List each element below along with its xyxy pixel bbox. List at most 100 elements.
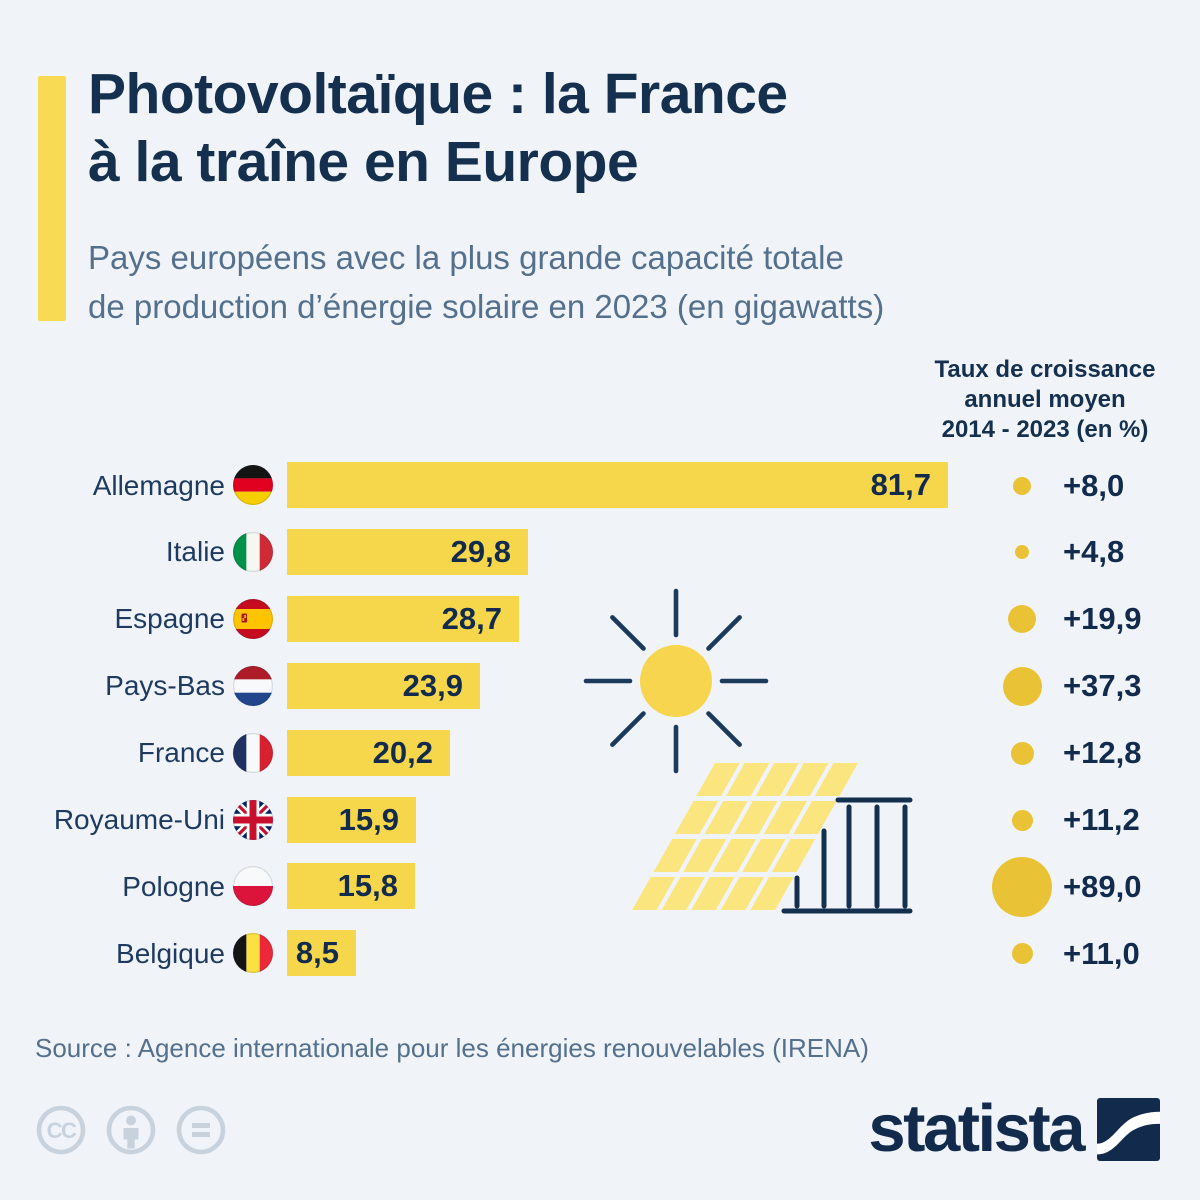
chart-row: Belgique 8,5 +11,0	[35, 920, 1165, 987]
capacity-bar: 28,7	[287, 595, 519, 642]
country-label: Royaume-Uni	[53, 804, 225, 835]
solar-panel-cell	[704, 801, 748, 834]
capacity-value: 8,5	[295, 935, 339, 971]
fr-flag-icon	[233, 732, 273, 773]
sun-rays	[583, 588, 769, 774]
statista-logo-mark-icon	[1097, 1097, 1160, 1161]
cc-by-icon	[106, 1105, 156, 1155]
chart-row: Allemagne 81,7 +8,0	[35, 452, 1165, 519]
growth-value: +8,0	[1063, 467, 1125, 503]
solar-panel-cell	[785, 763, 829, 796]
growth-dot-zone	[987, 586, 1057, 653]
growth-value: +11,0	[1063, 935, 1140, 971]
growth-dot-zone	[987, 452, 1057, 519]
growth-dot	[1002, 666, 1042, 706]
pl-flag-icon	[233, 866, 273, 907]
chart-rows: Allemagne 81,7 +8,0 Italie 29,8 +4,8 Espagne 28…	[35, 452, 1165, 989]
growth-header-line-3: 2014 - 2023 (en %)	[941, 416, 1149, 443]
chart-row: Pologne 15,8 +89,0	[35, 853, 1165, 920]
growth-value: +11,2	[1063, 802, 1140, 837]
chart-row: Italie 29,8 +4,8	[35, 519, 1165, 586]
growth-dot	[1011, 943, 1033, 965]
chart-row: Espagne 28,7 +19,9	[35, 586, 1165, 653]
growth-value: +37,3	[1063, 668, 1142, 704]
growth-dot	[1015, 545, 1029, 560]
growth-dot-zone	[987, 720, 1057, 787]
solar-panel-cell	[661, 877, 705, 910]
growth-value: +12,8	[1063, 735, 1142, 771]
cc-icon: CC	[36, 1105, 86, 1155]
growth-dot	[1011, 809, 1033, 831]
capacity-value: 23,9	[402, 667, 463, 703]
solar-panel-cell	[691, 877, 735, 910]
chart-row: France 20,2 +12,8	[35, 720, 1165, 787]
solar-panel-cell	[742, 839, 786, 872]
svg-text:CC: CC	[47, 1118, 77, 1143]
capacity-bar: 15,8	[287, 863, 415, 910]
sun-icon	[583, 588, 769, 774]
growth-dot-zone	[987, 787, 1057, 854]
capacity-bar: 29,8	[287, 528, 528, 575]
growth-dot-zone	[987, 519, 1057, 586]
country-label: Pologne	[122, 870, 225, 902]
es-flag-icon	[233, 598, 273, 639]
capacity-bar: 20,2	[287, 729, 450, 776]
country-label: Allemagne	[92, 469, 225, 501]
capacity-value: 29,8	[450, 533, 511, 569]
capacity-bar: 81,7	[287, 462, 948, 508]
title-line-1: Photovoltaïque : la France	[88, 62, 788, 126]
capacity-bar: 15,9	[287, 796, 416, 843]
growth-header-line-2: annuel moyen	[964, 386, 1126, 413]
title-accent-bar	[38, 76, 66, 321]
capacity-value: 15,8	[337, 868, 398, 904]
growth-dot-zone	[987, 653, 1057, 720]
solar-panel-cell	[712, 839, 756, 872]
growth-dot-zone	[987, 920, 1057, 987]
solar-panel-cell	[674, 801, 719, 834]
subtitle-line-1: Pays européens avec la plus grande capac…	[88, 239, 844, 276]
gb-flag-icon	[233, 799, 273, 840]
panel-stand-icon	[781, 797, 913, 914]
capacity-value: 28,7	[441, 600, 502, 636]
subtitle-line-2: de production d’énergie solaire en 2023 …	[88, 288, 885, 325]
statista-logo: statista	[868, 1094, 1160, 1164]
solar-panel-cell	[632, 877, 676, 910]
growth-value: +89,0	[1063, 868, 1142, 904]
de-flag-icon	[233, 465, 273, 505]
country-label: France	[137, 737, 225, 769]
country-label: Pays-Bas	[105, 670, 225, 702]
capacity-value: 15,9	[338, 801, 399, 837]
growth-dot-zone	[987, 853, 1057, 920]
growth-header-line-1: Taux de croissance	[934, 356, 1156, 383]
be-flag-icon	[233, 933, 273, 974]
capacity-bar: 8,5	[287, 930, 356, 977]
solar-panel-cell	[734, 801, 778, 834]
cc-nd-icon	[176, 1105, 226, 1155]
solar-panel-cell	[793, 801, 837, 834]
growth-dot	[1010, 741, 1034, 765]
page-title: Photovoltaïque : la France à la traîne e…	[88, 60, 788, 196]
solar-panel-cell	[683, 839, 727, 872]
chart-row: Royaume-Uni 15,9 +11,2	[35, 787, 1165, 854]
chart-row: Pays-Bas 23,9 +37,3	[35, 653, 1165, 720]
growth-dot	[1013, 476, 1031, 495]
growth-dot	[992, 856, 1052, 917]
solar-panel-cell	[653, 839, 697, 872]
growth-dot	[1008, 605, 1036, 634]
growth-value: +4,8	[1063, 534, 1125, 570]
solar-panel-cell	[696, 763, 740, 796]
solar-panel-cell	[814, 763, 859, 796]
country-label: Belgique	[116, 937, 225, 969]
solar-panel-cell	[720, 877, 765, 910]
solar-panel-icon	[632, 763, 859, 910]
solar-panel-cell	[771, 839, 816, 872]
it-flag-icon	[233, 531, 273, 572]
country-label: Italie	[165, 536, 225, 568]
solar-illustration	[583, 588, 913, 914]
title-line-2: à la traîne en Europe	[88, 130, 639, 194]
source-text: Source : Agence internationale pour les …	[35, 1033, 869, 1063]
license-icons: CC	[35, 1104, 227, 1156]
statista-wordmark: statista	[868, 1091, 1085, 1166]
growth-value: +19,9	[1063, 601, 1142, 637]
